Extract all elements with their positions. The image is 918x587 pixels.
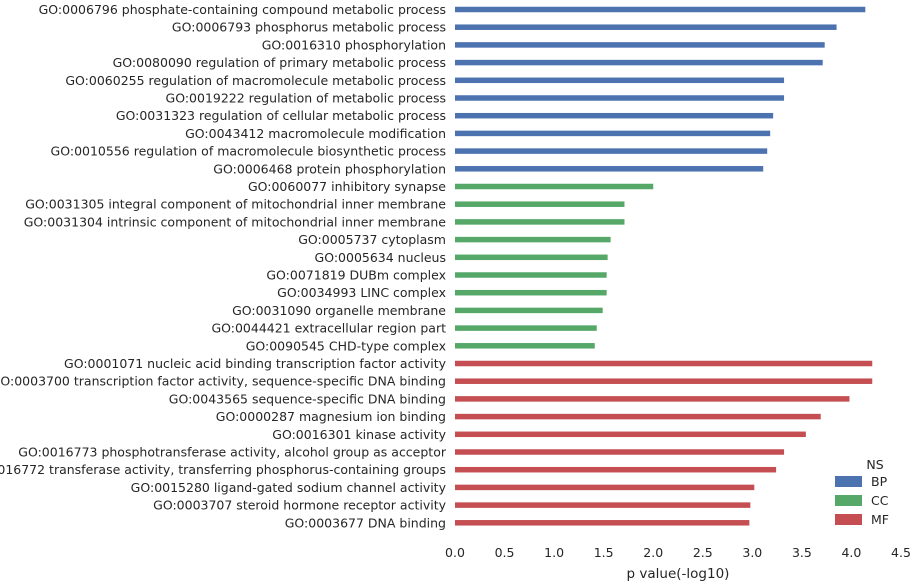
category-label: GO:0044421 extracellular region part (211, 321, 446, 336)
x-tick-label: 1.5 (594, 545, 614, 560)
bar-bp (455, 24, 837, 30)
legend-label-bp: BP (871, 474, 888, 489)
x-axis: p value(-log10) 0.0 0.5 1.0 1.5 2.0 2.5 3.0 3.5… (445, 545, 911, 582)
legend-swatch-mf (835, 514, 862, 525)
bar-mf (455, 360, 873, 367)
category-label: GO:0043565 sequence-specific DNA binding (169, 391, 446, 406)
category-label: GO:0071819 DUBm complex (266, 268, 446, 283)
x-tick-label: 3.0 (742, 545, 762, 560)
category-label: GO:0005737 cytoplasm (298, 232, 446, 247)
x-tick-label: 0.5 (495, 545, 515, 560)
legend-title: NS (866, 457, 883, 472)
category-label: GO:0010556 regulation of macromolecule b… (51, 144, 446, 159)
x-axis-title: p value(-log10) (627, 566, 730, 582)
x-tick-label: 0.0 (445, 545, 465, 560)
bars (455, 6, 873, 526)
category-label: GO:0080090 regulation of primary metabol… (113, 55, 446, 70)
bar-bp (455, 95, 785, 101)
x-tick-label: 2.0 (643, 545, 663, 560)
x-tick-label: 4.5 (891, 545, 911, 560)
bar-cc (455, 289, 607, 296)
bar-cc (455, 254, 608, 261)
category-label: GO:0006468 protein phosphorylation (213, 161, 446, 176)
bar-mf (455, 449, 785, 455)
bar-mf (455, 413, 821, 420)
bar-bp (455, 130, 771, 137)
bar-bp (455, 59, 823, 66)
category-label: GO:0031090 organelle membrane (232, 303, 446, 318)
bar-cc (455, 307, 603, 314)
category-label: GO:0019222 regulation of metabolic proce… (166, 91, 446, 106)
category-labels: GO:0006796 phosphate-containing compound… (0, 2, 447, 530)
bar-cc (455, 272, 607, 278)
bar-mf (455, 431, 806, 438)
category-label: GO:0031323 regulation of cellular metabo… (116, 108, 446, 123)
x-tick-label: 3.5 (792, 545, 812, 560)
bar-cc (455, 201, 625, 207)
bar-bp (455, 77, 785, 84)
bar-mf (455, 484, 755, 491)
category-label: GO:0090545 CHD-type complex (246, 338, 446, 353)
category-label: GO:0015280 ligand-gated sodium channel a… (131, 480, 447, 495)
category-label: GO:0031305 integral component of mitocho… (25, 197, 446, 212)
category-label: GO:0031304 intrinsic component of mitoch… (24, 214, 447, 229)
category-label: GO:0006793 phosphorus metabolic process (172, 20, 446, 35)
category-label: GO:0001071 nucleic acid binding transcri… (64, 356, 447, 371)
legend-label-mf: MF (871, 512, 889, 527)
category-label: GO:0060077 inhibitory synapse (248, 179, 446, 194)
bar-bp (455, 148, 768, 154)
category-label: GO:0034993 LINC complex (277, 285, 446, 300)
category-label: GO:0003677 DNA binding (285, 515, 446, 530)
category-label: GO:0005634 nucleus (315, 250, 446, 265)
bar-cc (455, 343, 595, 349)
bar-mf (455, 396, 850, 402)
bar-bp (455, 42, 825, 48)
bar-mf (455, 502, 751, 508)
x-tick-label: 1.0 (544, 545, 564, 560)
category-label: GO:0060255 regulation of macromolecule m… (65, 73, 446, 88)
x-tick-label: 4.0 (841, 545, 861, 560)
bar-cc (455, 183, 654, 190)
category-label: GO:0043412 macromolecule modification (185, 126, 446, 141)
bar-mf (455, 520, 750, 526)
category-label: GO:0006796 phosphate-containing compound… (39, 2, 446, 17)
bar-bp (455, 112, 774, 119)
bar-bp (455, 166, 764, 172)
category-label: GO:0003700 transcription factor activity… (0, 374, 446, 389)
bar-mf (455, 378, 873, 384)
bar-cc (455, 236, 611, 243)
category-label: GO:0003707 steroid hormone receptor acti… (153, 498, 446, 513)
category-label: GO:0016310 phosphorylation (262, 37, 446, 52)
x-tick-label: 2.5 (693, 545, 713, 560)
legend-label-cc: CC (871, 493, 889, 508)
bar-bp (455, 6, 866, 13)
bar-mf (455, 466, 777, 473)
legend-swatch-cc (835, 495, 862, 506)
category-label: GO:0016773 phosphotransferase activity, … (18, 445, 447, 460)
category-label: GO:0016772 transferase activity, transfe… (0, 462, 446, 477)
legend: NS BP CC MF (835, 457, 889, 527)
category-label: GO:0016301 kinase activity (272, 427, 446, 442)
category-label: GO:0000287 magnesium ion binding (216, 409, 446, 424)
bar-cc (455, 219, 625, 225)
legend-swatch-bp (835, 476, 862, 487)
bar-cc (455, 325, 597, 331)
